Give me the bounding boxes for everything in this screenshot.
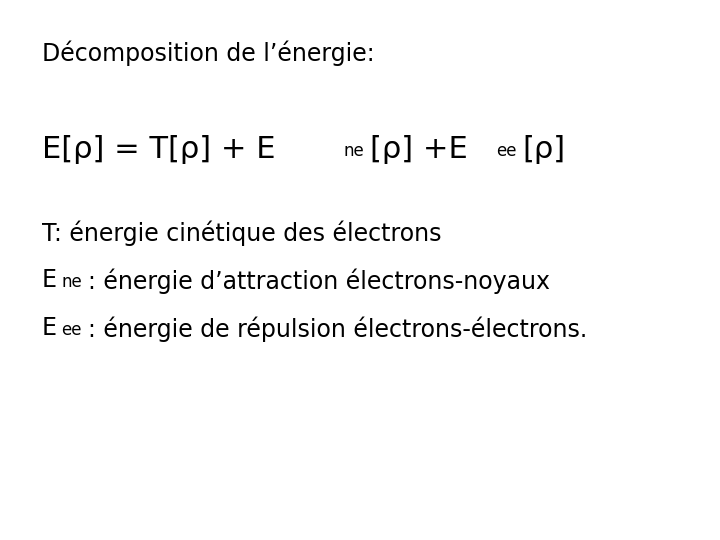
Text: ee: ee xyxy=(496,142,517,160)
Text: : énergie de répulsion électrons-électrons.: : énergie de répulsion électrons-électro… xyxy=(88,316,587,341)
Text: [ρ]: [ρ] xyxy=(523,135,566,164)
Text: : énergie d’attraction électrons-noyaux: : énergie d’attraction électrons-noyaux xyxy=(88,268,550,294)
Text: E: E xyxy=(42,268,57,292)
Text: ne: ne xyxy=(343,142,364,160)
Text: Décomposition de l’énergie:: Décomposition de l’énergie: xyxy=(42,40,374,65)
Text: [ρ] +E: [ρ] +E xyxy=(370,135,468,164)
Text: E[ρ] = T[ρ] + E: E[ρ] = T[ρ] + E xyxy=(42,135,276,164)
Text: E: E xyxy=(42,316,57,340)
Text: T: énergie cinétique des électrons: T: énergie cinétique des électrons xyxy=(42,220,441,246)
Text: ne: ne xyxy=(61,273,82,291)
Text: ee: ee xyxy=(61,321,82,339)
